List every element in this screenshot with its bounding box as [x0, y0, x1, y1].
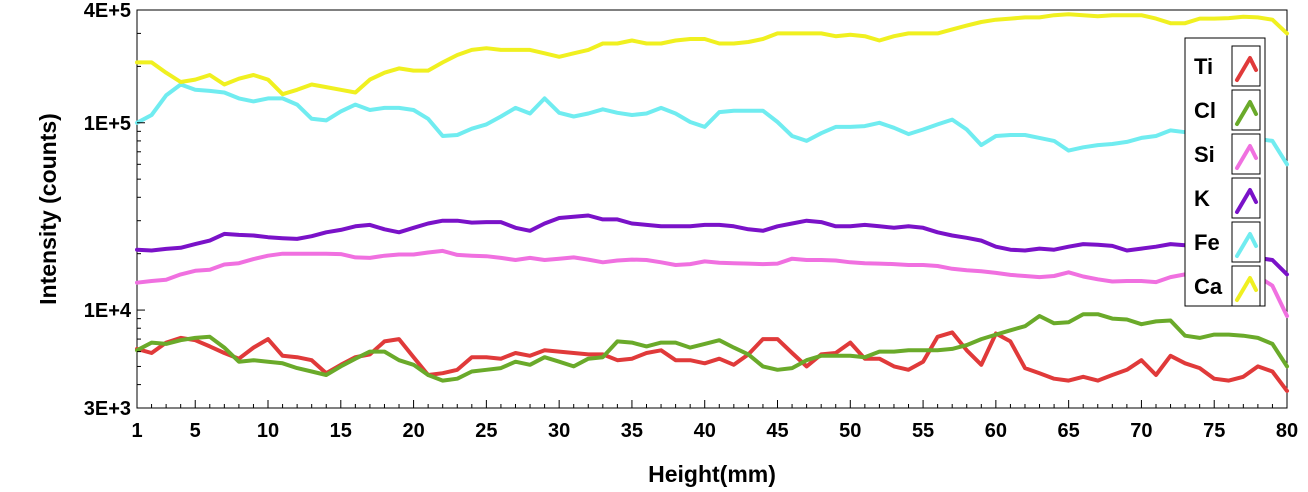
legend-swatch-cl	[1235, 100, 1258, 126]
series-line-k	[135, 213, 1289, 277]
x-tick-label: 50	[839, 420, 861, 442]
legend-label-fe: Fe	[1194, 230, 1220, 255]
legend-label-si: Si	[1194, 142, 1215, 167]
legend-label-k: K	[1194, 186, 1210, 211]
x-axis: 1 5 10 15 20 25 30 35 40 45 50 55 60 65 70 75 80	[131, 400, 1298, 442]
x-tick-label: 40	[694, 420, 716, 442]
y-tick-label: 3E+3	[84, 398, 131, 420]
x-tick-label: 1	[131, 420, 142, 442]
legend-swatch-k	[1235, 188, 1258, 214]
legend-swatch-si	[1235, 144, 1258, 170]
legend: Ti Cl Si K Fe Ca	[1184, 37, 1266, 307]
x-tick-label: 20	[402, 420, 424, 442]
series-line-si	[135, 248, 1289, 318]
x-tick-label: 5	[190, 420, 201, 442]
y-tick-label: 1E+4	[84, 300, 132, 322]
y-tick-label: 4E+5	[84, 0, 131, 22]
legend-swatch-fe	[1235, 232, 1258, 258]
x-axis-title: Height(mm)	[648, 461, 776, 487]
x-tick-label: 65	[1058, 420, 1080, 442]
x-tick-label: 60	[985, 420, 1007, 442]
series-line-ca	[135, 12, 1289, 97]
x-tick-label: 35	[621, 420, 643, 442]
series-layer	[135, 12, 1289, 393]
legend-swatch-ca	[1235, 276, 1258, 302]
x-tick-label: 70	[1130, 420, 1152, 442]
series-line-cl	[135, 312, 1289, 383]
x-tick-label: 75	[1203, 420, 1225, 442]
x-tick-label: 15	[330, 420, 352, 442]
y-tick-label: 1E+5	[84, 113, 131, 135]
y-axis: 3E+3 1E+4 1E+5 4E+5	[84, 0, 145, 420]
x-tick-label: 25	[475, 420, 497, 442]
plot-frame	[136, 9, 1288, 409]
legend-swatch-ti	[1235, 56, 1258, 82]
x-tick-label: 30	[548, 420, 570, 442]
x-tick-label: 80	[1276, 420, 1298, 442]
x-tick-label: 10	[257, 420, 279, 442]
x-tick-label: 45	[766, 420, 788, 442]
x-tick-label: 55	[912, 420, 934, 442]
series-line-fe	[135, 82, 1289, 167]
legend-label-cl: Cl	[1194, 98, 1216, 123]
legend-label-ti: Ti	[1194, 54, 1213, 79]
y-axis-title: Intensity (counts)	[35, 113, 61, 305]
legend-label-ca: Ca	[1194, 274, 1223, 299]
